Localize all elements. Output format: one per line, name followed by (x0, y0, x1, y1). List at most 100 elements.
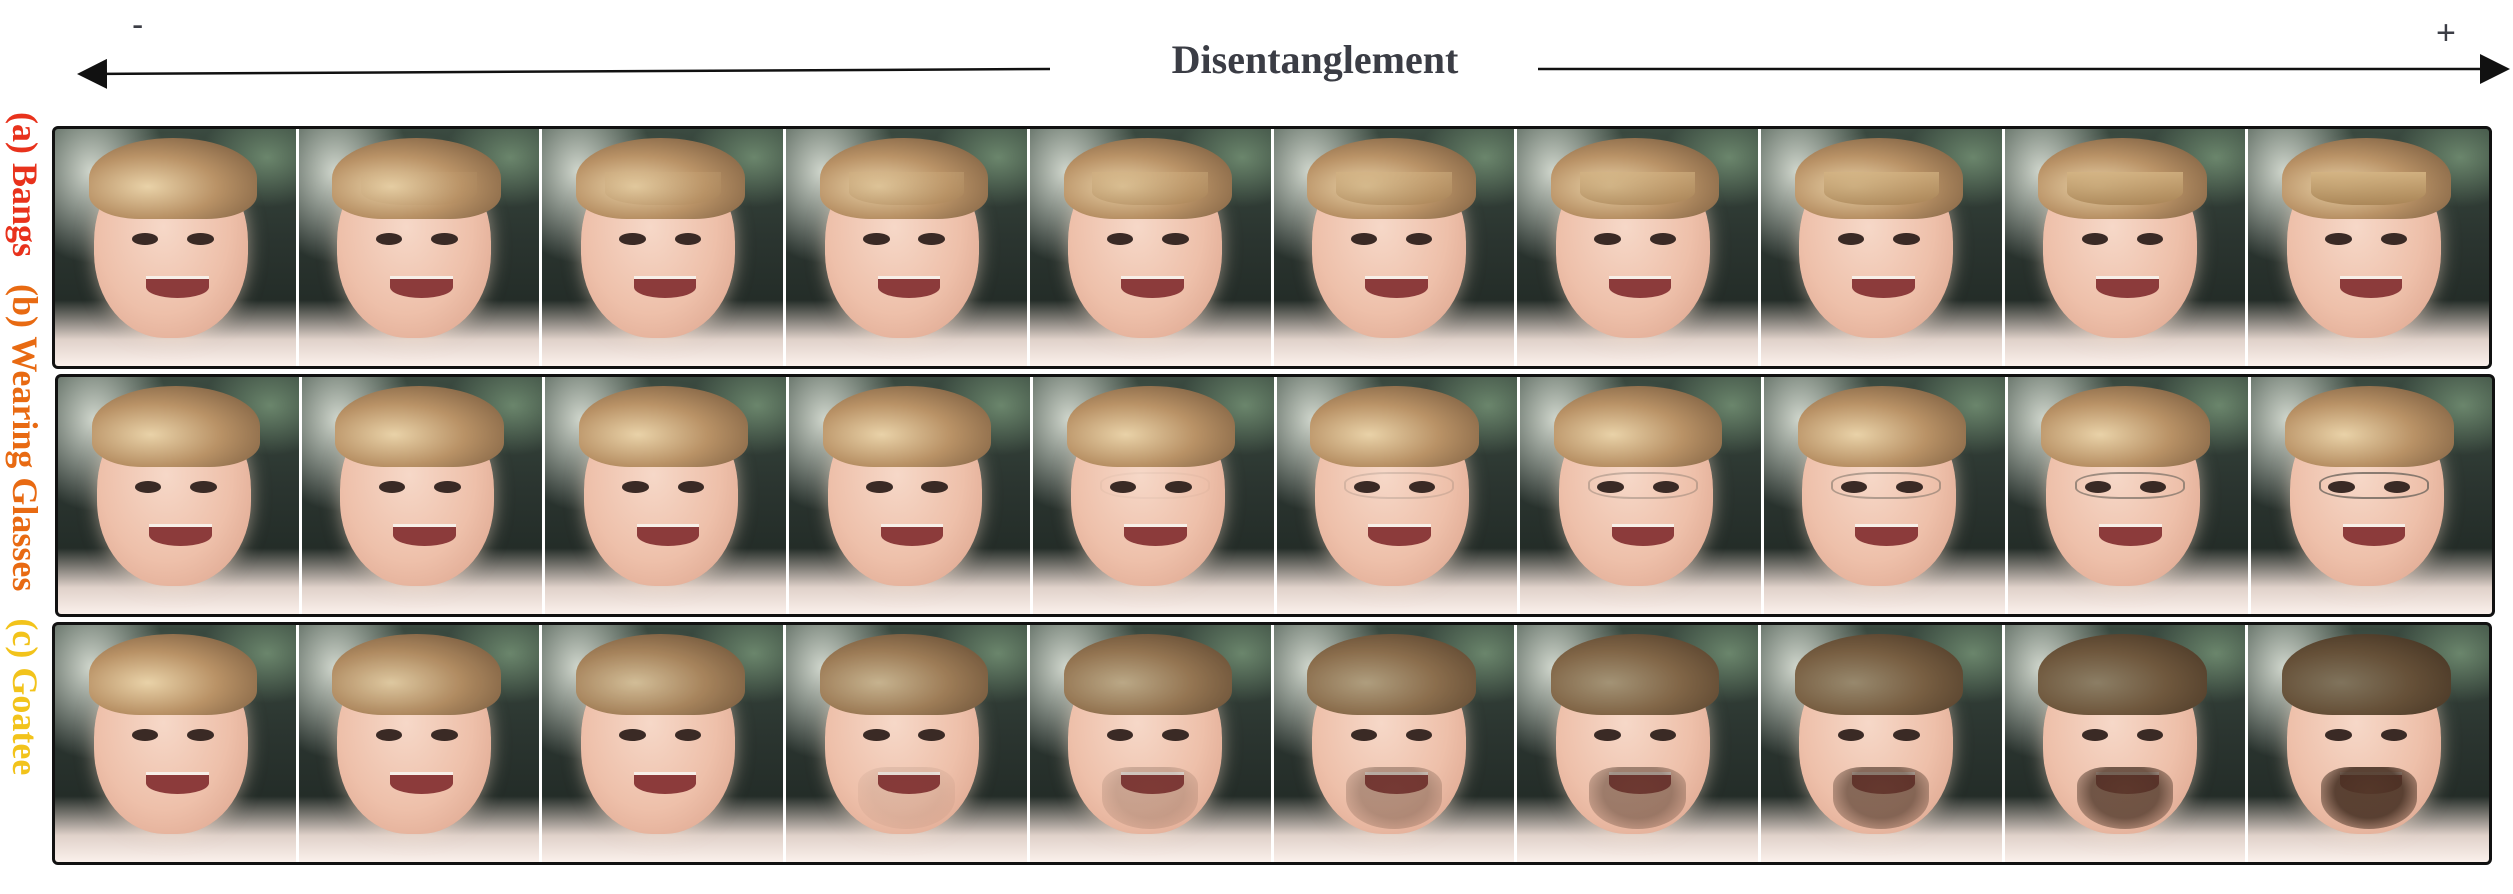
face-image (1763, 377, 2008, 614)
glasses (1587, 471, 1698, 500)
mouth (880, 523, 944, 546)
face-image (55, 625, 299, 862)
face-image (1760, 625, 2005, 862)
hair (1797, 386, 1967, 468)
face-image (1273, 625, 1518, 862)
plus-label: + (2436, 14, 2456, 52)
eye-left (619, 729, 646, 742)
bangs (1579, 171, 1696, 205)
hair (822, 386, 992, 468)
mouth (2339, 275, 2403, 298)
eye-right (2380, 729, 2408, 742)
mouth (2099, 523, 2162, 546)
goatee (1589, 767, 1686, 829)
face-image (542, 625, 787, 862)
eye-right (187, 729, 214, 742)
hair (1550, 634, 1720, 716)
hair (1307, 634, 1476, 716)
eye-right (187, 233, 214, 246)
eye-left (1837, 233, 1865, 246)
eye-left (866, 481, 893, 494)
goatee (858, 767, 955, 829)
face-image (542, 129, 787, 366)
image-row-bangs (52, 126, 2492, 369)
mouth (1364, 275, 1428, 298)
hair (2041, 386, 2210, 468)
eye-left (135, 481, 162, 494)
eye-right (674, 233, 702, 246)
mouth (1367, 523, 1431, 546)
hair (1310, 386, 1479, 468)
mouth (633, 771, 697, 794)
hair (819, 138, 989, 220)
hair (88, 138, 258, 220)
eye-left (1106, 233, 1134, 246)
eye-left (375, 729, 403, 742)
hair (576, 634, 745, 716)
mouth (1608, 275, 1672, 298)
hair (332, 138, 501, 220)
glasses (1100, 471, 1211, 500)
bangs (604, 171, 721, 205)
eye-right (1893, 233, 1920, 246)
face-image (298, 625, 543, 862)
mouth (877, 275, 941, 298)
mouth (636, 523, 700, 546)
row-label-spacer (5, 600, 45, 609)
eye-left (2325, 729, 2352, 742)
mouth (1124, 523, 1187, 546)
eye-left (1350, 729, 1377, 742)
axis-title: Disentanglement (1171, 37, 1459, 82)
left-arrow (77, 58, 1051, 89)
hair (1794, 634, 1964, 716)
eye-left (863, 729, 890, 742)
face-image (789, 377, 1033, 614)
image-row-glasses (55, 374, 2495, 617)
mouth (393, 523, 456, 546)
goatee (1833, 767, 1930, 829)
hair (1063, 138, 1232, 220)
row-label-glasses: (b) Wearing Glasses (5, 284, 45, 592)
eye-right (918, 233, 945, 246)
mouth (1852, 275, 1915, 298)
hair (1553, 386, 1723, 468)
goatee (2076, 767, 2174, 829)
bangs (1092, 171, 1208, 205)
bangs (1823, 171, 1940, 205)
eye-right (431, 233, 458, 246)
face-image (298, 129, 543, 366)
glasses (1831, 471, 1942, 500)
eye-right (1405, 729, 1433, 742)
face-image (2251, 377, 2492, 614)
minus-label: - (132, 6, 144, 44)
disentanglement-axis: - Disentanglement + (0, 0, 2513, 120)
face-image (2248, 625, 2489, 862)
mouth (146, 275, 210, 298)
hair (819, 634, 989, 716)
mouth (1855, 523, 1918, 546)
eye-right (431, 729, 458, 742)
axis-arrows (77, 54, 2510, 89)
face-image (545, 377, 790, 614)
eye-left (1106, 729, 1134, 742)
mouth (877, 771, 941, 794)
hair (1066, 386, 1235, 468)
row-labels: (a) Bangs (b) Wearing Glasses (c) Goatee (2, 112, 48, 862)
eye-left (2081, 729, 2109, 742)
face-image (1276, 377, 1521, 614)
face-image (1517, 129, 1761, 366)
face-image (1760, 129, 2005, 366)
row-label-bangs: (a) Bangs (5, 112, 45, 258)
eye-left (863, 233, 890, 246)
hair (1063, 634, 1232, 716)
mouth (390, 275, 453, 298)
face-image (1520, 377, 1764, 614)
glasses (1343, 471, 1454, 500)
eye-right (434, 481, 461, 494)
bangs (361, 171, 477, 205)
eye-right (190, 481, 217, 494)
eye-left (1594, 729, 1621, 742)
hair (335, 386, 504, 468)
face-image (55, 129, 299, 366)
hair (2285, 386, 2454, 468)
